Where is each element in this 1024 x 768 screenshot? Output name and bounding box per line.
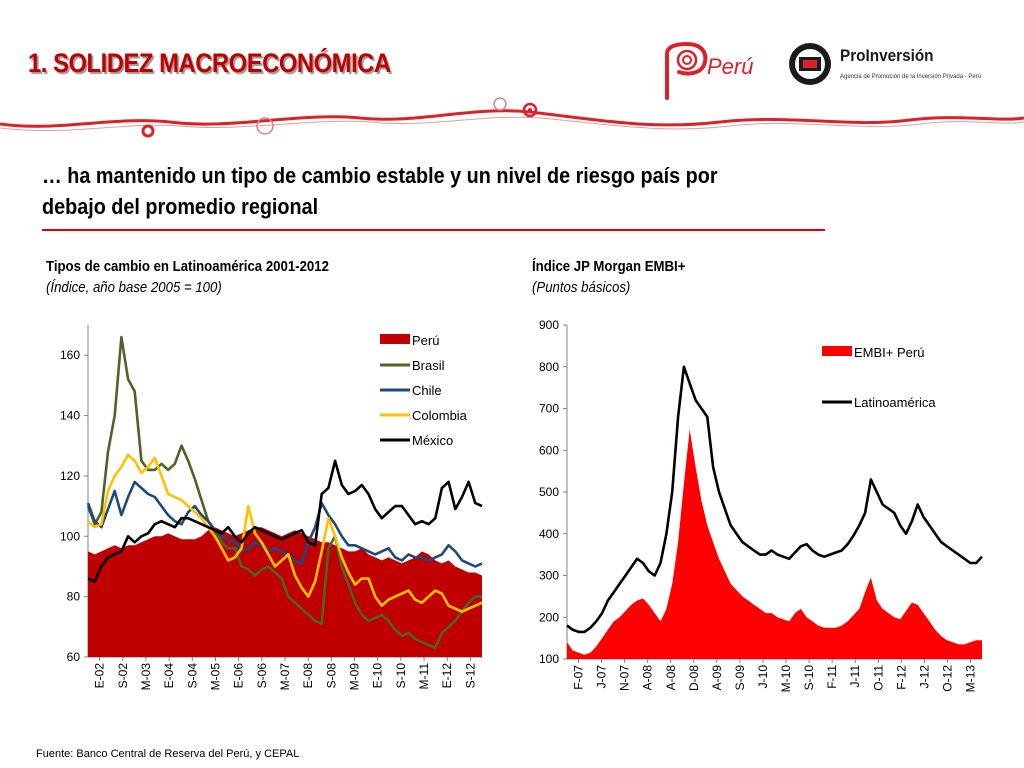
series-area-peru: [88, 527, 482, 657]
x-tick-label: M-11: [417, 663, 431, 690]
x-tick-label: S-09: [733, 665, 747, 691]
y-tick-label: 140: [60, 409, 80, 423]
source-note: Fuente: Banco Central de Reserva del Per…: [36, 748, 300, 760]
slide-subtitle: … ha mantenido un tipo de cambio estable…: [42, 163, 718, 219]
x-tick-label: E-10: [371, 663, 385, 689]
decorative-circle-icon: [256, 117, 274, 135]
y-tick-label: 600: [539, 443, 559, 457]
x-tick-label: S-02: [116, 663, 130, 689]
decorative-circle-icon: [493, 97, 507, 111]
x-tick-label: J-10: [756, 665, 770, 689]
x-tick-label: M-05: [208, 663, 222, 691]
y-tick-label: 400: [539, 527, 559, 541]
x-tick-label: S-10: [802, 665, 816, 691]
x-tick-label: M-03: [139, 663, 153, 691]
x-tick-label: M-10: [779, 665, 793, 693]
x-tick-label: S-04: [185, 663, 199, 689]
x-tick-label: O-12: [940, 665, 954, 692]
peru-logo: Perú: [665, 41, 753, 100]
x-tick-label: N-07: [618, 665, 632, 691]
y-tick-label: 100: [60, 529, 80, 543]
series-area-embi-peru: [567, 429, 982, 659]
page-title: 1. SOLIDEZ MACROECONÓMICA: [28, 48, 391, 78]
y-tick-label: 160: [60, 348, 80, 362]
x-tick-label: A-08: [664, 665, 678, 691]
chart2-title: Índice JP Morgan EMBI+: [532, 258, 686, 275]
y-tick-label: 900: [539, 318, 559, 332]
x-tick-label: O-11: [871, 665, 885, 691]
y-tick-label: 200: [539, 610, 559, 624]
x-tick-label: S-12: [463, 663, 477, 689]
peru-logo-text: Perú: [707, 54, 753, 79]
decorative-wave: [0, 97, 1024, 138]
x-tick-label: S-08: [324, 663, 338, 689]
series-line-chile: [86, 480, 483, 568]
chart2-subtitle: (Puntos básicos): [532, 279, 631, 296]
x-tick-label: D-08: [687, 665, 701, 691]
x-tick-label: E-02: [93, 663, 107, 689]
decorative-circle-icon: [522, 102, 538, 118]
proinversion-name: ProInversión: [840, 46, 934, 65]
x-tick-label: J-12: [917, 665, 931, 689]
x-tick-label: J-11: [848, 665, 862, 688]
y-tick-label: 80: [67, 590, 81, 604]
legend-label-peru: Perú: [412, 333, 439, 348]
chart1-title: Tipos de cambio en Latinoamérica 2001-20…: [46, 258, 329, 275]
x-tick-label: M-13: [963, 665, 977, 693]
x-tick-label: S-10: [394, 663, 408, 689]
chart1-subtitle: (Índice, año base 2005 = 100): [46, 279, 222, 296]
x-tick-label: F-11: [825, 665, 839, 689]
x-tick-label: E-04: [162, 663, 176, 689]
proinversion-tagline: Agencia de Promoción de la Inversión Pri…: [840, 74, 982, 80]
x-tick-label: E-08: [301, 663, 315, 689]
x-tick-label: F-07: [572, 665, 586, 690]
y-tick-label: 60: [67, 650, 81, 664]
x-tick-label: E-06: [232, 663, 246, 689]
x-tick-label: J-07: [595, 665, 609, 689]
proinversion-logo-icon: [789, 43, 831, 85]
x-tick-label: A-09: [710, 665, 724, 691]
x-tick-label: F-12: [894, 665, 908, 690]
y-tick-label: 120: [60, 469, 80, 483]
series-line-colombia: [87, 453, 483, 614]
y-tick-label: 300: [539, 569, 559, 583]
y-tick-label: 700: [539, 402, 559, 416]
series-line-brasil: [86, 335, 482, 650]
decorative-circle-icon: [141, 124, 155, 138]
x-tick-label: M-07: [278, 663, 292, 691]
legend-label-colombia: Colombia: [412, 408, 468, 423]
x-tick-label: A-08: [641, 665, 655, 691]
x-tick-label: M-09: [348, 663, 362, 691]
series-line-mexico: [87, 459, 483, 583]
legend-label-mexico: México: [412, 433, 453, 448]
x-tick-label: E-12: [440, 663, 454, 689]
y-tick-label: 100: [539, 652, 559, 666]
legend-label-latinoamerica: Latinoamérica: [854, 395, 936, 410]
decorative-dot-icon: [528, 108, 532, 112]
legend-label-brasil: Brasil: [412, 358, 445, 373]
legend-label-chile: Chile: [412, 383, 442, 398]
legend-swatch-embi-peru: [822, 346, 852, 356]
series-line-latinoamerica: [566, 365, 983, 634]
y-tick-label: 500: [539, 485, 559, 499]
y-tick-label: 800: [539, 360, 559, 374]
legend-swatch-peru: [380, 334, 410, 344]
legend-label-embi-peru: EMBI+ Perú: [854, 345, 924, 360]
x-tick-label: S-06: [255, 663, 269, 689]
subtitle-rule: [42, 229, 825, 231]
